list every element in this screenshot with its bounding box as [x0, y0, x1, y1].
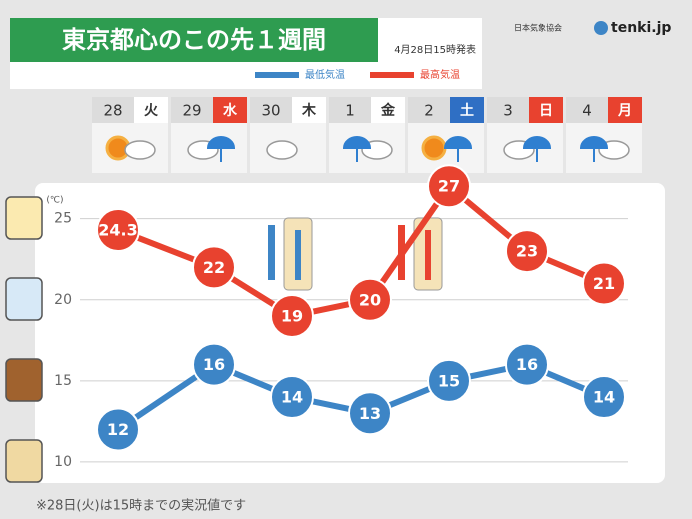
data-point	[348, 277, 392, 322]
weekday-cell	[134, 97, 168, 123]
weekday-cell	[450, 97, 484, 123]
cloud-icon	[124, 140, 156, 160]
date-label: 1	[345, 102, 355, 120]
logo-icon	[594, 21, 608, 35]
weekday-label: 水	[223, 102, 238, 119]
data-point	[582, 375, 626, 420]
data-label: 24.3	[98, 221, 137, 240]
issued: 4月28日15時発表	[394, 43, 476, 56]
umbrella-icon	[443, 136, 473, 162]
data-label: 12	[107, 420, 129, 439]
date-label: 29	[182, 102, 201, 120]
weekday-cell	[371, 97, 405, 123]
data-point	[96, 407, 140, 452]
weekday-label: 日	[539, 103, 553, 119]
legend-swatch	[255, 72, 299, 78]
data-point	[192, 342, 236, 387]
logo-org: 日本気象協会	[514, 23, 562, 33]
date-cell	[329, 97, 371, 123]
date-label: 28	[103, 102, 122, 120]
y-tick-label: 20	[54, 292, 72, 308]
date-cell	[487, 97, 529, 123]
clothing-icon	[5, 358, 43, 402]
logo-brand: tenki.jp	[611, 20, 671, 36]
data-point	[348, 391, 392, 436]
data-point	[582, 261, 626, 306]
weekday-label: 土	[460, 102, 474, 119]
weekday-label: 金	[380, 102, 396, 119]
data-label: 19	[281, 306, 303, 325]
clothing-icon	[5, 196, 43, 240]
legend-label: 最高気温	[420, 68, 460, 81]
data-label: 14	[281, 388, 303, 407]
data-label: 21	[593, 274, 615, 293]
data-point	[270, 293, 314, 338]
umbrella-icon	[206, 136, 236, 162]
date-label: 4	[582, 102, 592, 120]
arrow-icon	[268, 225, 275, 280]
chart-title: 東京都心のこの先１週間	[62, 26, 326, 54]
sun-icon	[421, 135, 447, 161]
data-label: 15	[438, 371, 460, 390]
clothing-icon	[5, 439, 43, 483]
date-cell	[566, 97, 608, 123]
date-label: 2	[424, 102, 434, 120]
data-label: 22	[203, 258, 225, 277]
date-label: 3	[503, 102, 513, 120]
data-point	[505, 229, 549, 274]
data-point	[96, 208, 140, 253]
data-label: 13	[359, 404, 381, 423]
umbrella-icon	[342, 136, 372, 162]
weekday-label: 月	[617, 103, 632, 119]
data-label: 20	[359, 290, 381, 309]
title-box	[10, 18, 378, 62]
data-label: 16	[203, 355, 225, 374]
date-label: 30	[261, 102, 280, 120]
weekday-label: 木	[301, 102, 317, 119]
legend-label: 最低気温	[305, 68, 345, 81]
data-point	[427, 164, 471, 209]
data-point	[192, 245, 236, 290]
umbrella-icon	[579, 136, 609, 162]
date-cell	[250, 97, 292, 123]
legend-swatch	[370, 72, 414, 78]
footnote: ※28日(火)は15時までの実況値です	[36, 498, 246, 514]
clothing-icon	[5, 277, 43, 321]
data-label: 23	[516, 242, 538, 261]
weekday-cell	[292, 97, 326, 123]
date-cell	[171, 97, 213, 123]
thermometer-fill	[295, 230, 301, 280]
data-label: 14	[593, 388, 615, 407]
date-cell	[92, 97, 134, 123]
weekday-cell	[529, 97, 563, 123]
cloud-icon	[266, 140, 298, 160]
date-cell	[408, 97, 450, 123]
y-tick-label: 15	[54, 373, 72, 389]
thermometer-fill	[425, 230, 431, 280]
y-axis-label: (℃)	[46, 196, 63, 206]
y-tick-label: 25	[54, 211, 72, 227]
y-tick-label: 10	[54, 454, 72, 470]
data-point	[505, 342, 549, 387]
data-label: 27	[438, 177, 460, 196]
weekday-cell	[213, 97, 247, 123]
weekday-cell	[608, 97, 642, 123]
umbrella-icon	[522, 136, 552, 162]
weekday-label: 火	[144, 103, 159, 119]
data-label: 16	[516, 355, 538, 374]
data-point	[270, 375, 314, 420]
data-point	[427, 358, 471, 403]
